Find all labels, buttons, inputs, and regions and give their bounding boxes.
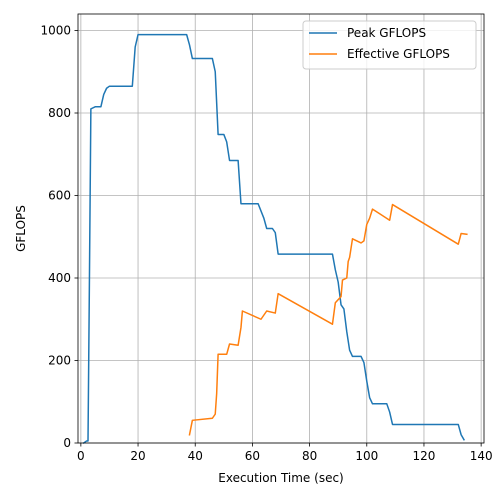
y-tick-label: 400 — [48, 271, 71, 285]
y-tick-label: 800 — [48, 106, 71, 120]
y-axis-label: GFLOPS — [14, 205, 28, 252]
legend: Peak GFLOPS Effective GFLOPS — [302, 20, 477, 70]
x-tick-label: 40 — [188, 449, 203, 463]
x-tick-label: 60 — [245, 449, 260, 463]
x-tick-label: 0 — [77, 449, 85, 463]
x-tick-label: 20 — [130, 449, 145, 463]
legend-peak-gflops-label: Peak GFLOPS — [347, 26, 426, 40]
y-tick-label: 1000 — [40, 24, 71, 38]
x-tick-label: 80 — [302, 449, 317, 463]
legend-effective-gflops-label: Effective GFLOPS — [347, 47, 450, 61]
x-tick-label: 140 — [470, 449, 493, 463]
y-tick-label: 600 — [48, 189, 71, 203]
x-axis-label: Execution Time (sec) — [218, 471, 343, 485]
legend-box — [302, 20, 477, 70]
x-tick-label: 100 — [355, 449, 378, 463]
series-line-effective-gflops — [188, 203, 468, 436]
series-line-peak-gflops — [82, 33, 466, 445]
tick-layer: 0 20 40 60 80 100 120 140 0 200 400 600 800 1000 — [40, 24, 492, 464]
y-tick-label: 200 — [48, 354, 71, 368]
plot-frame — [77, 13, 485, 444]
x-tick-label: 120 — [413, 449, 436, 463]
series-layer — [82, 33, 468, 445]
y-tick-label: 0 — [63, 436, 71, 450]
